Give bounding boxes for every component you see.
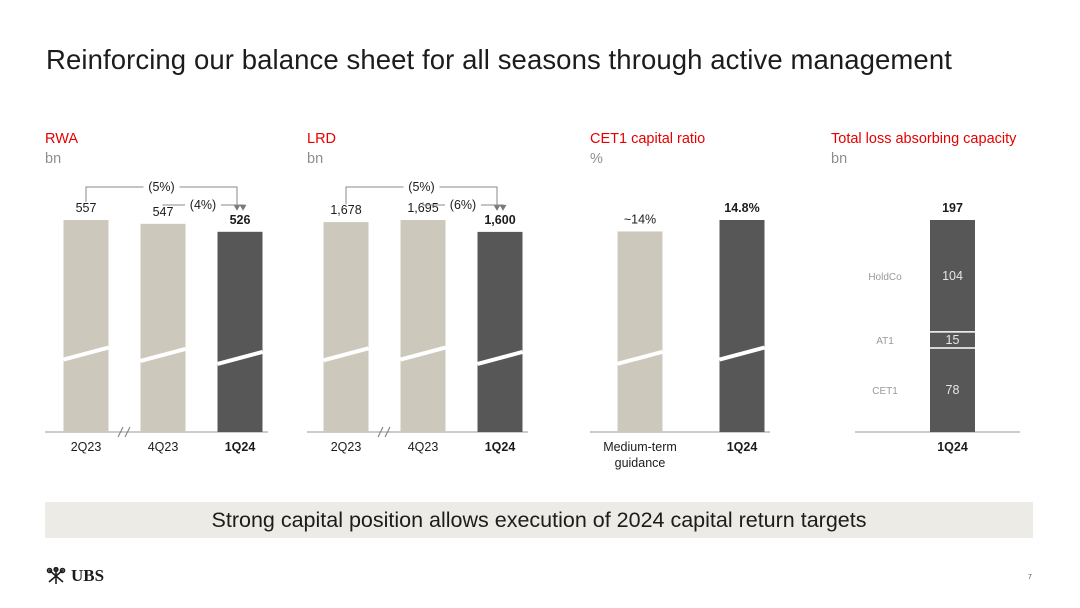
logo-text: UBS bbox=[71, 566, 105, 585]
rwa-bar-break-0 bbox=[62, 345, 110, 362]
tlac-chart-unit: bn bbox=[831, 151, 848, 167]
tlac-segment-holdco bbox=[930, 220, 975, 332]
lrd-bar-2 bbox=[477, 231, 523, 432]
summary-banner: Strong capital position allows execution… bbox=[45, 502, 1033, 538]
cet1-bar-0 bbox=[617, 231, 663, 432]
rwa-change-label-bg-1 bbox=[185, 197, 221, 212]
page-number: 7 bbox=[1028, 574, 1032, 581]
lrd-bar-break-1 bbox=[399, 345, 447, 362]
rwa-chart-unit: bn bbox=[45, 151, 62, 167]
lrd-category-label-0: 2Q23 bbox=[331, 440, 362, 454]
charts-canvas: 557 2Q23 547 4Q23 526 1Q24 (5%) (4%) 1,678 2Q23 1,… bbox=[45, 179, 1020, 470]
cet1-category-label-0: Medium-term bbox=[603, 440, 677, 454]
tlac-segment-value-holdco: 104 bbox=[942, 269, 963, 283]
cet1-bar-break-1 bbox=[718, 345, 766, 362]
rwa-axis-break bbox=[117, 426, 131, 438]
lrd-category-label-1: 4Q23 bbox=[408, 440, 439, 454]
cet1-chart-unit: % bbox=[590, 151, 603, 167]
summary-banner-text: Strong capital position allows execution… bbox=[211, 507, 867, 532]
tlac-segment-at1 bbox=[930, 331, 975, 349]
rwa-value-label-2: 526 bbox=[230, 213, 251, 227]
lrd-bar-0 bbox=[323, 222, 369, 432]
lrd-change-arrow-1 bbox=[499, 204, 507, 211]
rwa-change-label-bg-0 bbox=[143, 179, 180, 194]
rwa-change-arrow-1 bbox=[239, 204, 247, 211]
lrd-chart-title: LRD bbox=[307, 131, 337, 147]
cet1-bar-break-0 bbox=[616, 349, 664, 366]
rwa-bar-1 bbox=[140, 223, 186, 432]
rwa-bar-0 bbox=[63, 220, 109, 432]
ubs-logo: UBS bbox=[46, 566, 104, 586]
rwa-value-label-0: 557 bbox=[76, 201, 97, 215]
cet1-value-label-1: 14.8% bbox=[724, 201, 759, 215]
cet1-category-label-1: 1Q24 bbox=[727, 440, 758, 454]
rwa-bar-break-1 bbox=[139, 347, 187, 363]
rwa-category-label-0: 2Q23 bbox=[71, 440, 102, 454]
rwa-category-label-1: 4Q23 bbox=[148, 440, 179, 454]
tlac-segment-value-at1: 15 bbox=[946, 333, 960, 347]
rwa-category-label-2: 1Q24 bbox=[225, 440, 256, 454]
ubs-keys-icon bbox=[46, 567, 66, 584]
lrd-axis-break bbox=[377, 426, 391, 438]
lrd-change-label-1: (6%) bbox=[450, 198, 476, 212]
cet1-value-label-0: ~14% bbox=[624, 212, 656, 226]
lrd-value-label-2: 1,600 bbox=[484, 213, 515, 227]
tlac-category-label-0: 1Q24 bbox=[937, 440, 968, 454]
rwa-change-label-0: (5%) bbox=[148, 180, 174, 194]
cet1-bar-1 bbox=[719, 220, 765, 432]
rwa-change-label-1: (4%) bbox=[190, 198, 216, 212]
lrd-change-label-bg-1 bbox=[445, 197, 481, 212]
tlac-segment-value-cet1: 78 bbox=[946, 383, 960, 397]
tlac-chart-title: Total loss absorbing capacity bbox=[831, 131, 1017, 147]
lrd-change-label-bg-0 bbox=[403, 179, 440, 194]
rwa-bar-2 bbox=[217, 231, 263, 432]
tlac-total-label: 197 bbox=[942, 201, 963, 215]
lrd-value-label-0: 1,678 bbox=[330, 203, 361, 217]
lrd-bar-break-2 bbox=[476, 350, 524, 366]
cet1-chart-title: CET1 capital ratio bbox=[590, 131, 706, 147]
lrd-change-label-0: (5%) bbox=[408, 180, 434, 194]
page-title: Reinforcing our balance sheet for all se… bbox=[46, 44, 952, 75]
rwa-chart-title: RWA bbox=[45, 131, 79, 147]
lrd-bar-1 bbox=[400, 220, 446, 432]
tlac-segment-label-at1: AT1 bbox=[876, 336, 894, 347]
lrd-change-arrow-0 bbox=[493, 204, 501, 211]
tlac-segment-label-cet1: CET1 bbox=[872, 386, 898, 397]
lrd-bar-break-0 bbox=[322, 346, 370, 363]
tlac-segment-cet1 bbox=[930, 348, 975, 432]
rwa-bar-break-2 bbox=[216, 349, 264, 366]
lrd-category-label-2: 1Q24 bbox=[485, 440, 516, 454]
lrd-chart-unit: bn bbox=[307, 151, 324, 167]
tlac-segment-label-holdco: HoldCo bbox=[868, 272, 902, 283]
rwa-change-arrow-0 bbox=[233, 204, 241, 211]
rwa-value-label-1: 547 bbox=[153, 205, 174, 219]
cet1-category-label-0-1: guidance bbox=[615, 456, 666, 470]
